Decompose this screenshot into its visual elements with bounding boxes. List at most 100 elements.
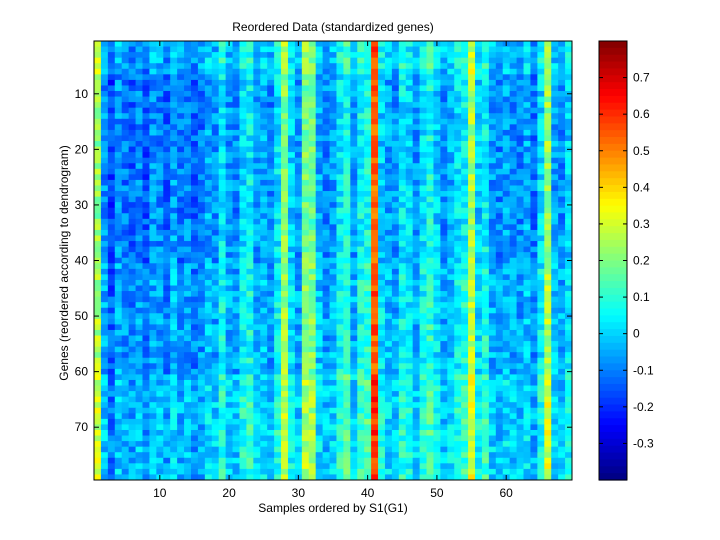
heatmap-cell: [253, 318, 261, 326]
heatmap-cell: [537, 229, 545, 237]
heatmap-cell: [475, 324, 483, 331]
heatmap-cell: [530, 174, 538, 181]
heatmap-cell: [495, 157, 504, 164]
heatmap-cell: [461, 435, 469, 442]
heatmap-cell: [163, 441, 171, 448]
heatmap-cell: [343, 41, 351, 48]
heatmap-cell: [558, 68, 566, 75]
heatmap-cell: [281, 279, 289, 287]
heatmap-cell: [558, 102, 566, 109]
heatmap-cell: [350, 268, 358, 275]
heatmap-cell: [481, 324, 490, 331]
heatmap-cell: [287, 335, 296, 342]
heatmap-cell: [121, 246, 130, 253]
heatmap-cell: [232, 374, 241, 381]
heatmap-cell: [488, 102, 497, 109]
heatmap-cell: [281, 335, 289, 342]
heatmap-cell: [502, 218, 511, 225]
heatmap-cell: [142, 63, 151, 70]
heatmap-cell: [419, 163, 428, 170]
heatmap-cell: [260, 191, 268, 198]
heatmap-cell: [253, 118, 261, 125]
heatmap-cell: [322, 363, 331, 370]
heatmap-cell: [211, 279, 220, 287]
heatmap-cell: [246, 429, 254, 437]
heatmap-cell: [475, 46, 483, 53]
heatmap-cell: [156, 224, 164, 231]
heatmap-cell: [322, 391, 331, 398]
heatmap-cell: [107, 424, 116, 431]
heatmap-cell: [287, 91, 296, 98]
heatmap-cell: [267, 279, 275, 287]
heatmap-cell: [177, 435, 185, 442]
heatmap-cell: [267, 441, 275, 448]
heatmap-cell: [308, 163, 317, 170]
heatmap-cell: [461, 141, 469, 148]
heatmap-cell: [315, 96, 324, 103]
heatmap-cell: [184, 118, 192, 125]
heatmap-cell: [274, 257, 282, 264]
heatmap-cell: [301, 235, 310, 242]
heatmap-cell: [294, 174, 303, 181]
heatmap-cell: [232, 252, 241, 259]
heatmap-cell: [177, 157, 185, 164]
heatmap-cell: [184, 129, 192, 137]
heatmap-cell: [371, 141, 379, 148]
heatmap-cell: [433, 324, 441, 331]
heatmap-cell: [135, 102, 144, 109]
heatmap-cell: [523, 335, 532, 342]
heatmap-cell: [461, 263, 469, 270]
heatmap-cell: [440, 341, 448, 348]
heatmap-cell: [107, 168, 116, 175]
heatmap-cell: [495, 135, 504, 142]
heatmap-cell: [530, 246, 538, 253]
heatmap-cell: [239, 285, 248, 292]
heatmap-cell: [114, 368, 123, 376]
heatmap-cell: [204, 385, 213, 392]
heatmap-cell: [197, 41, 206, 48]
heatmap-cell: [364, 302, 372, 309]
heatmap-cell: [405, 329, 414, 337]
heatmap-cell: [301, 41, 310, 48]
heatmap-cell: [475, 74, 483, 81]
heatmap-cell: [128, 135, 137, 142]
heatmap-cell: [558, 63, 566, 70]
heatmap-cell: [149, 85, 157, 92]
heatmap-cell: [232, 307, 241, 314]
heatmap-cell: [184, 235, 192, 242]
heatmap-cell: [211, 91, 220, 98]
heatmap-cell: [267, 307, 275, 314]
heatmap-cell: [281, 146, 289, 153]
heatmap-cell: [454, 413, 462, 420]
heatmap-cell: [509, 279, 518, 287]
heatmap-cell: [197, 224, 206, 231]
heatmap-cell: [461, 396, 469, 403]
heatmap-cell: [232, 91, 241, 98]
heatmap-cell: [281, 379, 289, 387]
heatmap-cell: [350, 402, 358, 409]
heatmap-cell: [461, 52, 469, 59]
heatmap-cell: [225, 307, 234, 314]
heatmap-cell: [495, 179, 504, 187]
heatmap-cell: [558, 107, 566, 114]
heatmap-cell: [128, 107, 137, 114]
heatmap-cell: [488, 279, 497, 287]
heatmap-cell: [426, 291, 435, 298]
heatmap-cell: [378, 368, 386, 376]
heatmap-cell: [558, 407, 566, 414]
heatmap-cell: [163, 79, 171, 87]
heatmap-cell: [440, 246, 448, 253]
heatmap-cell: [558, 263, 566, 270]
heatmap-cell: [184, 341, 192, 348]
heatmap-cell: [391, 296, 400, 303]
heatmap-cell: [114, 252, 123, 259]
heatmap-cell: [121, 418, 130, 426]
heatmap-cell: [433, 252, 441, 259]
heatmap-cell: [232, 229, 241, 237]
heatmap-cell: [281, 368, 289, 376]
heatmap-cell: [163, 52, 171, 59]
heatmap-cell: [384, 274, 393, 281]
heatmap-cell: [343, 274, 351, 281]
heatmap-cell: [211, 157, 220, 164]
heatmap-cell: [294, 307, 303, 314]
